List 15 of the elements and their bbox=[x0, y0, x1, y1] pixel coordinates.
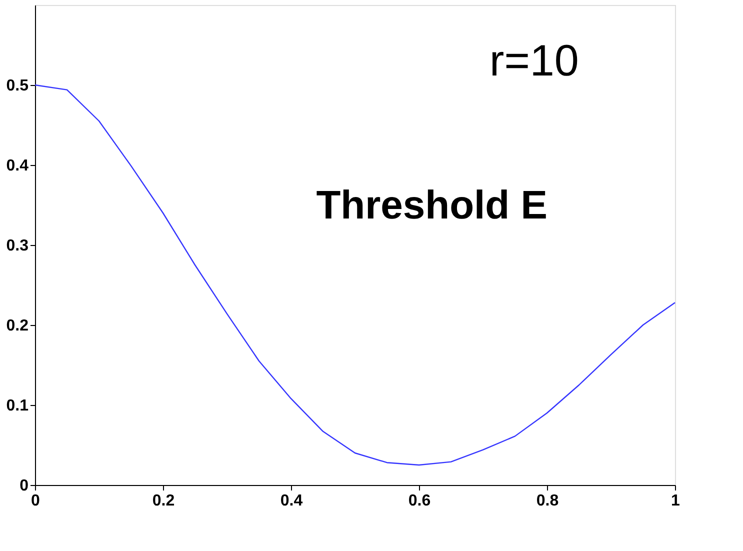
y-tick-label: 0.5 bbox=[6, 78, 29, 94]
annotation: r=10 bbox=[490, 36, 579, 86]
y-tick-label: 0.4 bbox=[6, 158, 29, 174]
y-tick-label: 0.1 bbox=[6, 398, 29, 414]
x-tick-label: 1 bbox=[671, 492, 680, 510]
x-tick-label: 0.4 bbox=[280, 492, 303, 510]
x-tick-label: 0.6 bbox=[408, 492, 431, 510]
annotation: Threshold E bbox=[316, 184, 548, 228]
line-series bbox=[34, 84, 676, 466]
x-tick-label: 0.8 bbox=[536, 492, 559, 510]
y-tick-label: 0 bbox=[20, 478, 29, 494]
x-tick-label: 0.2 bbox=[152, 492, 175, 510]
y-tick-label: 0.2 bbox=[6, 318, 29, 334]
y-tick-label: 0.3 bbox=[6, 238, 29, 254]
x-tick-label: 0 bbox=[31, 492, 40, 510]
